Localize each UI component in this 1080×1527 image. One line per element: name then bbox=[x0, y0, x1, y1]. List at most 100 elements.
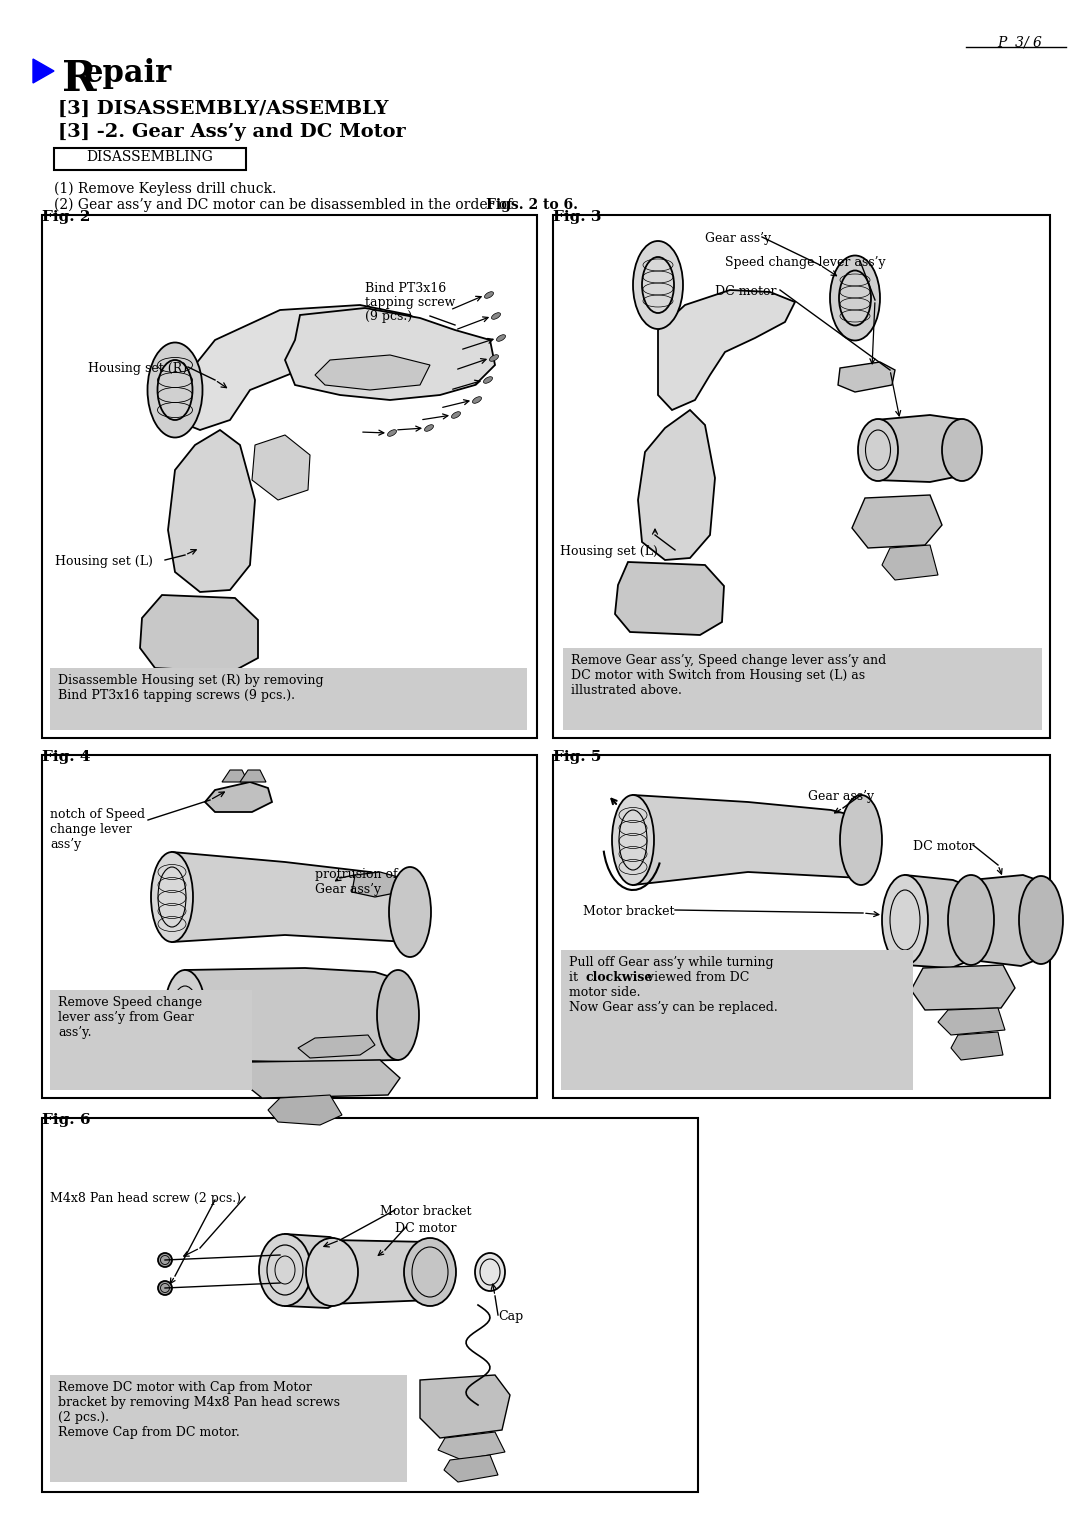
Ellipse shape bbox=[306, 1238, 357, 1306]
Text: Motor bracket: Motor bracket bbox=[380, 1205, 472, 1219]
Text: (2) Gear ass’y and DC motor can be disassembled in the order of: (2) Gear ass’y and DC motor can be disas… bbox=[54, 199, 516, 212]
Polygon shape bbox=[268, 1095, 342, 1125]
Text: Fig. 3: Fig. 3 bbox=[553, 211, 602, 224]
Polygon shape bbox=[905, 875, 973, 968]
Polygon shape bbox=[852, 495, 942, 548]
Bar bbox=[42, 754, 537, 1098]
Polygon shape bbox=[939, 1008, 1005, 1035]
Text: P  3/ 6: P 3/ 6 bbox=[998, 35, 1042, 49]
Polygon shape bbox=[438, 1432, 505, 1460]
Ellipse shape bbox=[158, 1254, 172, 1267]
Polygon shape bbox=[240, 770, 266, 782]
Ellipse shape bbox=[858, 418, 897, 481]
Bar bbox=[42, 1118, 698, 1492]
Text: Disassemble Housing set (R) by removing
Bind PT3x16 tapping screws (9 pcs.).: Disassemble Housing set (R) by removing … bbox=[58, 673, 324, 702]
Ellipse shape bbox=[148, 342, 203, 438]
Text: clockwise: clockwise bbox=[586, 971, 653, 983]
Text: Remove Speed change
lever ass’y from Gear
ass’y.: Remove Speed change lever ass’y from Gea… bbox=[58, 996, 202, 1038]
Polygon shape bbox=[420, 1374, 510, 1438]
Bar bbox=[50, 667, 527, 730]
Polygon shape bbox=[222, 770, 248, 782]
Text: Gear ass’y: Gear ass’y bbox=[808, 789, 874, 803]
Polygon shape bbox=[638, 411, 715, 560]
Polygon shape bbox=[140, 596, 258, 672]
Text: DISASSEMBLING: DISASSEMBLING bbox=[86, 150, 214, 163]
Ellipse shape bbox=[472, 397, 482, 403]
Ellipse shape bbox=[882, 875, 928, 965]
Ellipse shape bbox=[1020, 876, 1063, 964]
Ellipse shape bbox=[404, 1238, 456, 1306]
Text: (9 pcs.): (9 pcs.) bbox=[365, 310, 413, 324]
Bar bbox=[561, 950, 913, 1090]
Bar bbox=[50, 1374, 407, 1483]
Polygon shape bbox=[444, 1455, 498, 1483]
Polygon shape bbox=[285, 1234, 338, 1309]
Polygon shape bbox=[838, 362, 895, 392]
Polygon shape bbox=[168, 431, 255, 592]
Text: Remove DC motor with Cap from Motor
bracket by removing M4x8 Pan head screws
(2 : Remove DC motor with Cap from Motor brac… bbox=[58, 1380, 340, 1438]
Text: notch of Speed
change lever
ass’y: notch of Speed change lever ass’y bbox=[50, 808, 145, 851]
Ellipse shape bbox=[424, 425, 433, 431]
Polygon shape bbox=[615, 562, 724, 635]
Ellipse shape bbox=[451, 412, 460, 418]
Text: [3] -2. Gear Ass’y and DC Motor: [3] -2. Gear Ass’y and DC Motor bbox=[58, 124, 406, 140]
Ellipse shape bbox=[831, 255, 880, 341]
Text: Bind PT3x16: Bind PT3x16 bbox=[365, 282, 446, 295]
Text: Remove Gear ass’y, Speed change lever ass’y and
DC motor with Switch from Housin: Remove Gear ass’y, Speed change lever as… bbox=[571, 654, 887, 696]
Ellipse shape bbox=[948, 875, 994, 965]
Ellipse shape bbox=[484, 377, 492, 383]
Polygon shape bbox=[882, 545, 939, 580]
Text: Housing set (L): Housing set (L) bbox=[55, 554, 153, 568]
Ellipse shape bbox=[388, 429, 396, 437]
Ellipse shape bbox=[612, 796, 654, 886]
Ellipse shape bbox=[497, 334, 505, 342]
Ellipse shape bbox=[164, 970, 206, 1060]
Bar bbox=[54, 148, 246, 169]
Text: M4x8 Pan head screw (2 pcs.): M4x8 Pan head screw (2 pcs.) bbox=[50, 1193, 241, 1205]
Bar bbox=[50, 989, 252, 1090]
Text: Fig. 6: Fig. 6 bbox=[42, 1113, 91, 1127]
Bar bbox=[553, 215, 1050, 738]
Text: Fig. 5: Fig. 5 bbox=[553, 750, 602, 764]
Text: R: R bbox=[62, 58, 96, 99]
Text: [3] DISASSEMBLY/ASSEMBLY: [3] DISASSEMBLY/ASSEMBLY bbox=[58, 99, 389, 118]
Polygon shape bbox=[951, 1032, 1003, 1060]
Ellipse shape bbox=[633, 241, 683, 328]
Text: protrusion of
Gear ass’y: protrusion of Gear ass’y bbox=[315, 867, 397, 896]
Polygon shape bbox=[875, 415, 966, 483]
Polygon shape bbox=[172, 852, 410, 942]
Text: Gear ass’y: Gear ass’y bbox=[705, 232, 771, 244]
Ellipse shape bbox=[489, 354, 499, 362]
Text: Figs. 2 to 6.: Figs. 2 to 6. bbox=[486, 199, 578, 212]
Polygon shape bbox=[352, 872, 399, 896]
Text: DC motor: DC motor bbox=[913, 840, 974, 854]
Polygon shape bbox=[242, 1060, 400, 1098]
Ellipse shape bbox=[491, 313, 500, 319]
Polygon shape bbox=[252, 435, 310, 499]
Bar bbox=[563, 647, 1042, 730]
Polygon shape bbox=[185, 968, 400, 1061]
Polygon shape bbox=[971, 875, 1043, 967]
Ellipse shape bbox=[389, 867, 431, 957]
Ellipse shape bbox=[840, 796, 882, 886]
Text: motor side.: motor side. bbox=[569, 986, 640, 999]
Ellipse shape bbox=[259, 1234, 311, 1306]
Ellipse shape bbox=[942, 418, 982, 481]
Ellipse shape bbox=[377, 970, 419, 1060]
Polygon shape bbox=[33, 60, 54, 82]
Polygon shape bbox=[175, 305, 430, 431]
Text: DC motor: DC motor bbox=[395, 1222, 457, 1235]
Text: Cap: Cap bbox=[498, 1310, 523, 1322]
Text: it: it bbox=[569, 971, 582, 983]
Bar bbox=[42, 215, 537, 738]
Text: DC motor: DC motor bbox=[715, 286, 777, 298]
Polygon shape bbox=[205, 782, 272, 812]
Text: Housing set (R): Housing set (R) bbox=[87, 362, 187, 376]
Polygon shape bbox=[285, 308, 495, 400]
Polygon shape bbox=[633, 796, 863, 886]
Ellipse shape bbox=[158, 1281, 172, 1295]
Text: Housing set (L): Housing set (L) bbox=[561, 545, 658, 557]
Text: Fig. 2: Fig. 2 bbox=[42, 211, 91, 224]
Polygon shape bbox=[330, 1240, 432, 1304]
Text: (1) Remove Keyless drill chuck.: (1) Remove Keyless drill chuck. bbox=[54, 182, 276, 197]
